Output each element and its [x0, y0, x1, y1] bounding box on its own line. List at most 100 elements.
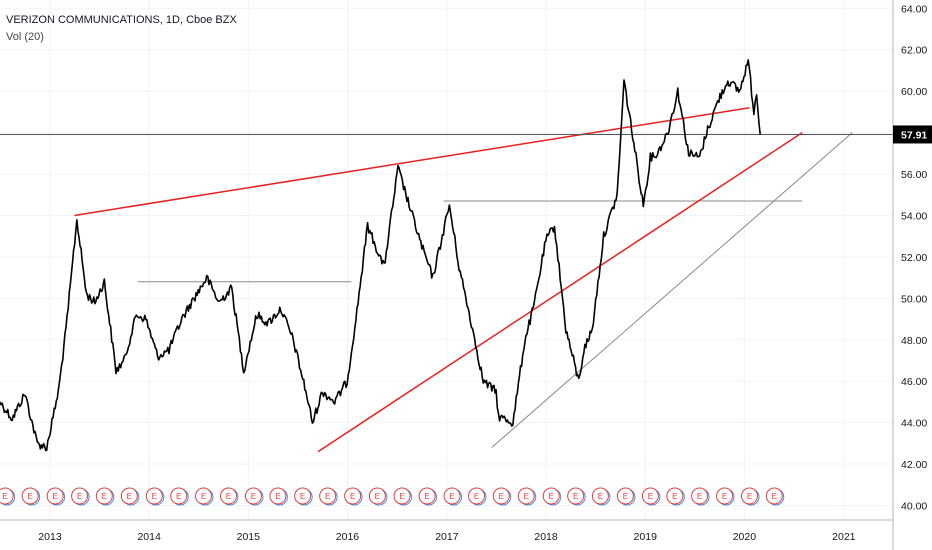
lower-support-red-trend-line [317, 131, 803, 453]
earnings-marker-circle [691, 487, 709, 505]
price-tick-label: 60.00 [901, 86, 927, 98]
earnings-marker[interactable]: E [741, 487, 760, 506]
earnings-marker[interactable]: E [319, 487, 338, 506]
earnings-marker[interactable]: E [492, 487, 512, 506]
earnings-marker[interactable]: E [591, 487, 611, 506]
earnings-marker-circle [616, 487, 634, 505]
earnings-marker[interactable]: E [120, 487, 140, 506]
earnings-marker-circle [46, 487, 64, 505]
earnings-marker-label: E [722, 492, 727, 501]
volume-indicator-label[interactable]: Vol (20) [6, 31, 44, 43]
chart-title[interactable]: VERIZON COMMUNICATIONS, 1D, Cboe BZX [6, 14, 237, 26]
price-axis[interactable]: 40.00 42.00 44.00 46.00 48.00 50.00 52.00 54.00… [892, 0, 927, 550]
earnings-marker[interactable]: E [716, 487, 735, 506]
earnings-marker-label: E [176, 492, 181, 501]
earnings-marker[interactable]: E [641, 487, 661, 506]
last-price-tag-background [893, 125, 932, 144]
price-tick-label: 64.00 [901, 3, 927, 15]
horizontal-levels [137, 200, 803, 283]
earnings-marker-circle [170, 487, 188, 505]
price-tick-label: 52.00 [901, 252, 927, 264]
earnings-marker-label: E [648, 492, 653, 501]
earnings-marker-circle [368, 487, 386, 505]
earnings-marker[interactable]: E [418, 487, 438, 506]
price-tick-label: 62.00 [901, 45, 927, 57]
earnings-marker-label: E [251, 492, 256, 501]
earnings-marker-label: E [474, 492, 479, 501]
earnings-marker[interactable]: E [443, 487, 463, 506]
time-tick-label: 2016 [336, 531, 360, 543]
earnings-marker[interactable]: E [393, 487, 413, 506]
earnings-marker[interactable]: E [269, 487, 288, 506]
time-tick-label: 2013 [38, 531, 62, 543]
earnings-marker[interactable]: E [616, 487, 636, 506]
earnings-marker-circle [21, 487, 39, 505]
earnings-marker-circle [666, 487, 684, 505]
earnings-marker-circle [591, 487, 609, 505]
price-tick-label: 40.00 [901, 500, 927, 512]
earnings-marker-label: E [697, 492, 702, 501]
price-tick-label: 46.00 [901, 376, 927, 388]
earnings-marker[interactable]: E [517, 487, 537, 506]
time-tick-label: 2020 [733, 531, 757, 543]
earnings-marker-label: E [300, 492, 305, 501]
earnings-marker-label: E [77, 492, 82, 501]
earnings-marker-label: E [275, 492, 280, 501]
earnings-marker-circle [269, 487, 287, 505]
time-tick-label: 2021 [832, 531, 856, 543]
earnings-marker-label: E [499, 492, 504, 501]
earnings-marker[interactable]: E [95, 487, 115, 506]
earnings-marker-circle [492, 487, 510, 505]
earnings-marker-label: E [524, 492, 529, 501]
earnings-marker-label: E [573, 492, 578, 501]
time-tick-label: 2018 [534, 531, 558, 543]
earnings-marker[interactable]: E [71, 487, 90, 506]
earnings-marker[interactable]: E [344, 487, 363, 506]
price-tick-label: 48.00 [901, 335, 927, 347]
earnings-marker-label: E [375, 492, 380, 501]
earnings-marker[interactable]: E [194, 487, 214, 506]
earnings-marker[interactable]: E [145, 487, 165, 506]
earnings-marker[interactable]: E [666, 487, 685, 506]
earnings-marker[interactable]: E [21, 487, 41, 506]
earnings-marker[interactable]: E [765, 487, 785, 506]
time-axis[interactable]: 2013 2014 2015 2016 2017 2018 2019 2020 2021 [0, 519, 893, 543]
earnings-marker-circle [517, 487, 535, 505]
earnings-marker[interactable]: E [691, 487, 710, 506]
earnings-marker-label: E [325, 492, 330, 501]
earnings-marker-label: E [102, 492, 107, 501]
earnings-marker[interactable]: E [46, 487, 66, 506]
earnings-marker-label: E [549, 492, 554, 501]
earnings-marker[interactable]: E [0, 487, 16, 506]
earnings-marker[interactable]: E [219, 487, 239, 506]
chart-legend: VERIZON COMMUNICATIONS, 1D, Cboe BZX Vol… [6, 12, 237, 46]
earnings-marker-label: E [226, 492, 231, 501]
earnings-marker[interactable]: E [294, 487, 313, 506]
earnings-marker[interactable]: E [542, 487, 562, 506]
last-price-tag: 57.91 [893, 125, 932, 144]
earnings-marker[interactable]: E [244, 487, 264, 506]
earnings-marker[interactable]: E [170, 487, 189, 506]
earnings-marker-label: E [449, 492, 454, 501]
earnings-marker-circle [641, 487, 659, 505]
earnings-marker-circle [145, 487, 163, 505]
chart-grid [0, 0, 893, 520]
earnings-marker[interactable]: E [368, 487, 388, 506]
earnings-marker[interactable]: E [468, 487, 487, 506]
earnings-marker-circle [542, 487, 560, 505]
earnings-marker-circle [294, 487, 312, 505]
earnings-marker-label: E [598, 492, 603, 501]
price-tick-label: 50.00 [901, 293, 927, 305]
earnings-marker-circle [393, 487, 411, 505]
earnings-marker-circle [244, 487, 262, 505]
lower-support-gray-trend-line [491, 132, 853, 448]
earnings-marker-circle [319, 487, 337, 505]
earnings-marker[interactable]: E [567, 487, 586, 506]
earnings-marker-label: E [201, 492, 206, 501]
earnings-marker-circle [219, 487, 237, 505]
earnings-marker-label: E [350, 492, 355, 501]
earnings-marker-label: E [127, 492, 132, 501]
earnings-marker-label: E [152, 492, 157, 501]
